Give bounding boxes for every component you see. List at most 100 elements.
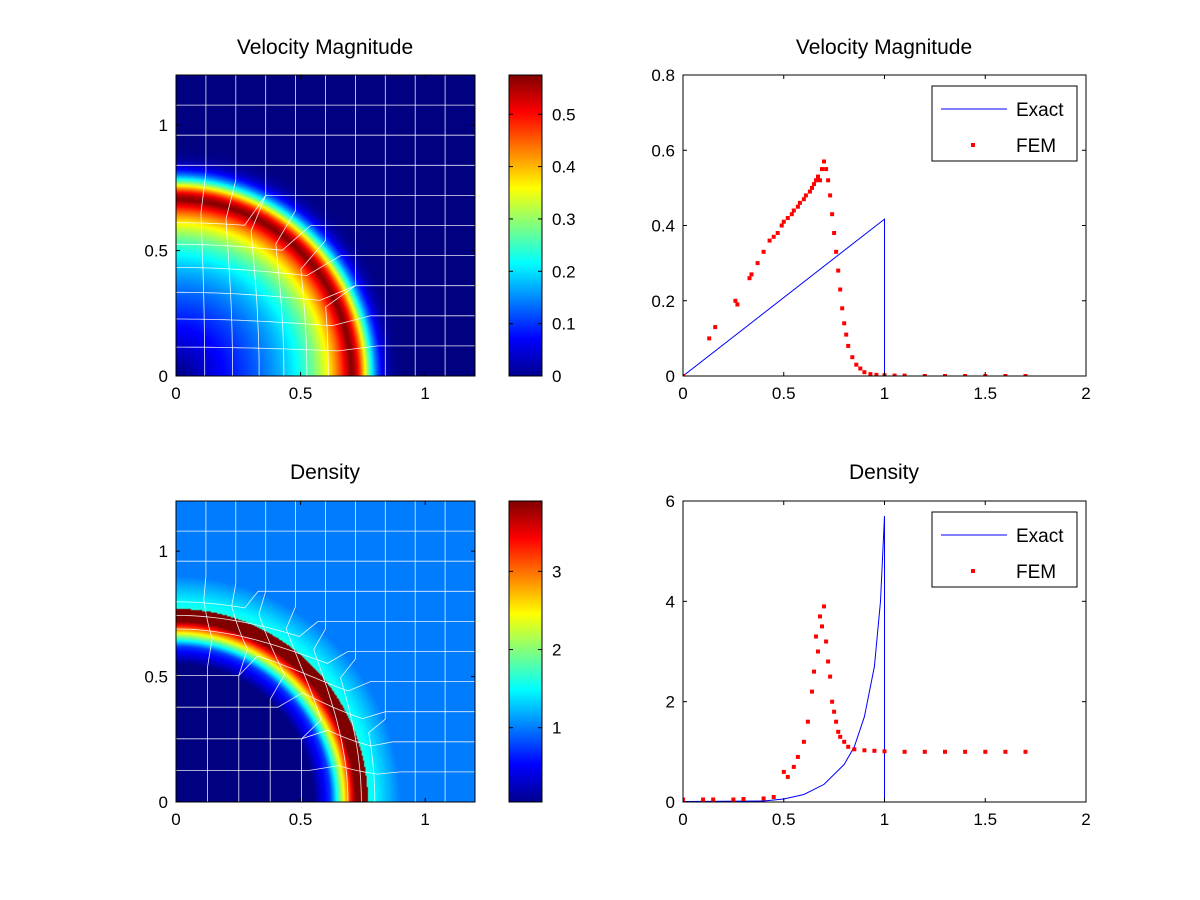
subplot-density-heatmap: Density 0 0.5 1 0 0.5 1 1 2 3 <box>144 461 561 829</box>
data-point-fem <box>807 189 812 194</box>
data-point-fem <box>852 747 857 752</box>
data-point-fem <box>820 624 824 629</box>
data-point-fem <box>789 212 794 217</box>
data-point-fem <box>834 249 839 254</box>
x-tick-label: 0 <box>171 384 180 403</box>
mesh-line <box>325 75 356 376</box>
data-point-fem <box>983 749 988 754</box>
data-point-fem <box>814 634 818 639</box>
colorbar <box>508 74 543 377</box>
mesh-line <box>340 501 362 802</box>
data-point-fem <box>834 719 839 724</box>
data-point-fem <box>707 336 712 341</box>
y-tick-label: 0.6 <box>651 141 675 160</box>
plot-frame <box>175 74 476 377</box>
y-tick-label: 0.2 <box>651 292 675 311</box>
data-point-fem <box>779 223 784 228</box>
data-point-fem <box>683 374 685 376</box>
data-point-fem <box>683 797 685 802</box>
legend-label-fem: FEM <box>1016 136 1056 157</box>
data-point-fem <box>812 182 816 187</box>
axis-ticks: 0 0.5 1 1.5 2 0 2 4 6 <box>666 492 1091 829</box>
y-tick-label: 0.5 <box>144 242 168 261</box>
mesh-line <box>176 590 475 609</box>
data-point-fem <box>922 749 927 754</box>
data-point-fem <box>1003 749 1008 754</box>
x-tick-label: 1 <box>420 810 429 829</box>
data-point-fem <box>731 797 736 802</box>
colorbar-tick-label: 0.4 <box>552 158 576 177</box>
data-point-fem <box>963 749 968 754</box>
data-point-fem <box>892 373 897 376</box>
data-point-fem <box>824 167 829 172</box>
data-point-fem <box>816 174 820 179</box>
x-tick-label: 2 <box>1081 384 1090 403</box>
colorbar-ticks: 1 2 3 <box>509 562 561 738</box>
data-point-fem <box>862 370 867 375</box>
chart-title: Density <box>290 461 361 484</box>
y-tick-label: 6 <box>666 492 675 511</box>
legend: Exact FEM <box>931 511 1078 588</box>
colorbar-tick-label: 0.2 <box>552 262 576 281</box>
data-point-fem <box>785 216 790 220</box>
data-point-fem <box>902 749 907 754</box>
data-point-fem <box>826 659 831 664</box>
data-point-fem <box>785 774 790 779</box>
subplot-velocity-profile: Velocity Magnitude 0 0.5 1 1.5 2 0 0.2 0.4 0.6 0.… <box>651 36 1090 403</box>
data-point-fem <box>846 744 851 749</box>
data-point-fem <box>822 604 826 609</box>
data-point-fem <box>1023 749 1028 754</box>
chart-title: Velocity Magnitude <box>237 36 413 59</box>
data-point-fem <box>812 669 816 674</box>
data-point-fem <box>781 769 786 774</box>
x-tick-label: 1.5 <box>973 384 997 403</box>
legend-box <box>931 511 1078 588</box>
data-point-fem <box>844 332 849 337</box>
x-tick-label: 0.5 <box>289 384 313 403</box>
chart-title: Density <box>849 461 920 484</box>
data-point-fem <box>826 178 831 183</box>
mesh-line <box>176 195 475 226</box>
data-point-fem <box>824 639 829 644</box>
mesh-line <box>176 628 475 664</box>
data-point-fem <box>820 167 824 172</box>
y-tick-label: 0 <box>159 367 168 386</box>
data-point-fem <box>818 178 822 183</box>
data-point-fem <box>801 197 806 202</box>
data-point-fem <box>818 614 822 619</box>
x-tick-label: 1 <box>420 384 429 403</box>
data-point-fem <box>902 373 907 376</box>
x-tick-label: 0 <box>678 810 687 829</box>
data-point-fem <box>767 238 772 243</box>
chart-title: Velocity Magnitude <box>796 36 972 59</box>
y-tick-label: 0.8 <box>651 66 675 85</box>
data-point-fem <box>755 261 760 266</box>
data-point-fem <box>854 362 859 367</box>
data-point-fem <box>735 302 740 307</box>
data-point-fem <box>838 287 843 292</box>
legend-box <box>931 85 1078 162</box>
data-point-fem <box>713 325 718 330</box>
data-point-fem <box>838 734 843 739</box>
colorbar-tick-label: 0.5 <box>552 105 576 124</box>
subplot-velocity-heatmap: Velocity Magnitude 0 0.5 1 0 0.5 1 0 0.1 0.2 0.3… <box>144 36 575 403</box>
x-tick-label: 2 <box>1081 810 1090 829</box>
data-point-fem <box>874 372 879 376</box>
data-point-fem <box>832 709 837 714</box>
data-point-fem <box>943 374 947 376</box>
velocity-mesh-lines <box>176 75 475 376</box>
data-point-fem <box>840 306 845 311</box>
y-tick-label: 0.4 <box>651 217 675 236</box>
data-point-fem <box>828 674 833 679</box>
data-point-fem <box>771 795 776 799</box>
legend-label-exact: Exact <box>1016 100 1064 121</box>
data-point-fem <box>741 797 746 801</box>
data-point-fem <box>816 649 820 654</box>
data-point-fem <box>943 749 947 754</box>
data-point-fem <box>830 699 835 704</box>
data-point-fem <box>761 796 766 801</box>
mesh-line <box>176 615 475 637</box>
data-point-fem <box>711 797 716 802</box>
x-tick-label: 0 <box>678 384 687 403</box>
legend-swatch-fem <box>971 143 975 147</box>
